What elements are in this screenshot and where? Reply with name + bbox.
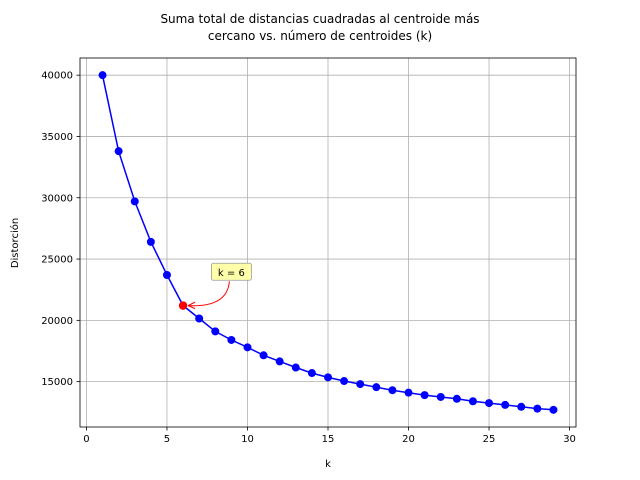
data-point [485, 399, 494, 408]
x-tick-label: 0 [83, 434, 89, 445]
x-tick-label: 15 [322, 434, 335, 445]
x-tick-label: 10 [241, 434, 254, 445]
x-tick-label: 25 [483, 434, 496, 445]
y-axis-label: Distorción [9, 218, 21, 268]
data-point [549, 405, 558, 414]
y-tick-label: 35000 [41, 132, 73, 143]
data-point [388, 386, 397, 395]
y-tick-label: 40000 [41, 71, 73, 82]
data-point [372, 383, 381, 392]
data-point [114, 147, 123, 156]
data-point [227, 335, 236, 344]
data-point [195, 314, 204, 323]
data-point [436, 392, 445, 401]
grid-lines [80, 58, 576, 427]
data-point [356, 380, 365, 389]
chart-title-line-2: cercano vs. número de centroides (k) [208, 29, 432, 43]
x-tick-label: 5 [164, 434, 170, 445]
data-point [324, 373, 332, 382]
data-point [404, 388, 413, 397]
annotation: k = 6 [187, 262, 252, 310]
annotation-arrowhead [187, 301, 196, 310]
data-point [211, 327, 220, 336]
annotation-box [210, 262, 252, 281]
data-point [340, 377, 349, 386]
data-point [533, 404, 542, 413]
data-point [243, 343, 252, 352]
data-series [98, 71, 558, 414]
y-tick-label: 15000 [41, 377, 73, 388]
data-point [291, 363, 300, 372]
data-point [98, 71, 107, 80]
annotation-label: k = 6 [218, 268, 245, 279]
highlight-point [178, 301, 188, 310]
data-point [468, 397, 477, 406]
x-tick-label: 30 [563, 434, 576, 445]
data-point [517, 402, 526, 411]
data-point [501, 400, 510, 409]
ticks: 0 5 10 15 20 25 30 15000 20000 25000 30000 35000 400… [41, 71, 576, 445]
y-tick-label: 25000 [41, 255, 73, 266]
data-point [146, 237, 155, 246]
annotation-arrow [188, 281, 230, 307]
data-point [452, 394, 461, 403]
data-point [162, 270, 171, 279]
chart-title-line-1: Suma total de distancias cuadradas al ce… [160, 12, 479, 26]
data-point [275, 357, 284, 366]
data-point [420, 391, 429, 400]
y-tick-label: 20000 [41, 316, 73, 327]
x-tick-label: 20 [402, 434, 415, 445]
y-tick-label: 30000 [41, 193, 73, 204]
data-point [130, 197, 139, 206]
x-axis-label: k [325, 459, 331, 470]
data-point [259, 351, 268, 360]
data-point [307, 369, 316, 378]
